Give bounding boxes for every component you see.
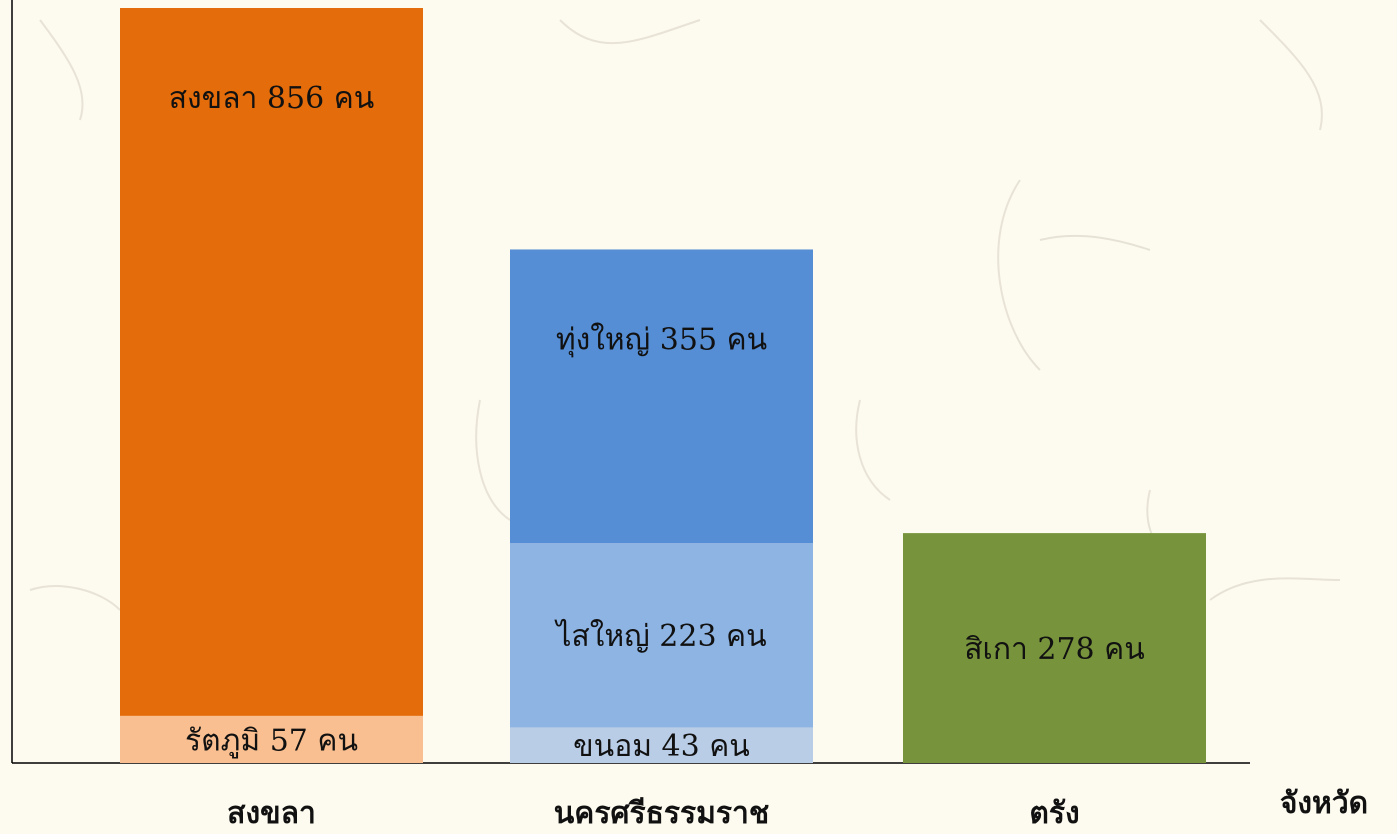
bar-segment	[120, 715, 423, 763]
category-tick-label: สงขลา	[227, 796, 316, 831]
bar-segment	[510, 727, 813, 763]
x-axis-label: จังหวัด	[1280, 786, 1368, 821]
category-labels: สงขลา นครศรีธรรมราช ตรัง	[227, 796, 1079, 831]
bar-segment-label: ขนอม 43 คน	[573, 729, 750, 764]
bar-segment	[903, 533, 1206, 763]
bar-segment-label: สิเกา 278 คน	[964, 632, 1144, 667]
bar-segment-label: รัตภูมิ 57 คน	[185, 723, 358, 758]
bar-segment	[510, 543, 813, 728]
bar-segment-label: ไสใหญ่ 223 คน	[554, 618, 766, 654]
category-tick-label: นครศรีธรรมราช	[554, 796, 769, 831]
bar-segment-label: ทุ่งใหญ่ 355 คน	[556, 322, 767, 358]
bar-segment-label: สงขลา 856 คน	[169, 81, 375, 116]
bar-segment	[120, 8, 423, 716]
bar-segment	[510, 249, 813, 544]
category-tick-label: ตรัง	[1029, 796, 1079, 831]
